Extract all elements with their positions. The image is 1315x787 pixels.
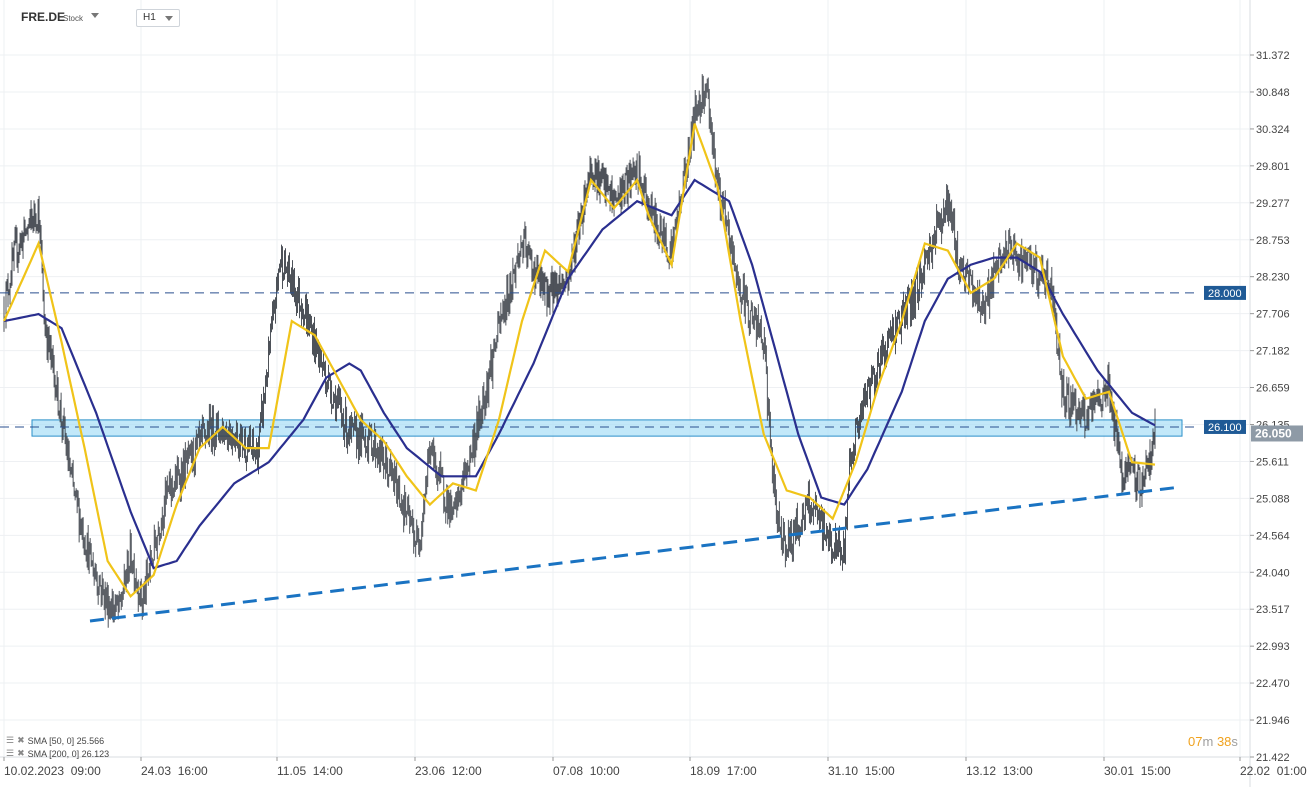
support-zone[interactable] (31, 419, 1183, 437)
y-axis: 31.372 30.848 30.324 29.801 29.277 28.753 28.2… (1249, 0, 1290, 787)
horizontal-levels[interactable] (0, 292, 1200, 428)
trendline[interactable] (89, 485, 1182, 623)
y-tick-label: 27.706 (1256, 309, 1290, 321)
x-axis: 10.02.2023 09:00 24.03 16:00 11.05 14:00 23… (0, 756, 1307, 778)
timeframe-value: H1 (143, 12, 156, 23)
menu-icon[interactable]: ☰ (6, 735, 15, 745)
y-tick-label: 26.659 (1256, 383, 1290, 395)
x-tick-label: 23.06 12:00 (415, 764, 482, 778)
timer-minutes: 07 (1188, 734, 1203, 749)
y-tick-label: 25.611 (1256, 456, 1289, 468)
level-label-bg (1204, 419, 1246, 434)
trendline-group[interactable] (89, 485, 1182, 623)
y-tick-label: 25.088 (1256, 493, 1290, 505)
timer-seconds: 38 (1216, 734, 1232, 749)
y-tick-label: 21.422 (1256, 752, 1290, 764)
candle-timer: 07m 38s (1188, 734, 1238, 749)
timeframe-select[interactable]: H1 (136, 9, 180, 27)
close-icon[interactable]: ✖ (17, 735, 25, 745)
symbol-dropdown-icon[interactable] (91, 13, 99, 18)
level-label: 26.100 (1208, 422, 1242, 434)
chevron-down-icon (165, 16, 173, 21)
x-tick-label: 07.08 10:00 (553, 764, 620, 778)
sma200-line (3, 178, 1156, 570)
x-tick-label: 13.12 13:00 (966, 764, 1033, 778)
x-tick-label: 31.10 15:00 (828, 764, 895, 778)
x-tick-label: 24.03 16:00 (141, 764, 208, 778)
sma-lines (2, 123, 1156, 598)
indicator-label: SMA [50, 0] 25.566 (27, 735, 105, 746)
x-tick-label: 18.09 17:00 (690, 764, 757, 778)
symbol-name[interactable]: FRE.DE (21, 10, 66, 24)
indicator-sma50[interactable]: ☰ ✖ SMA [50, 0] 25.566 (6, 735, 104, 746)
y-tick-label: 28.230 (1256, 272, 1290, 284)
x-tick-label: 11.05 14:00 (277, 764, 343, 778)
instrument-type: Stock (63, 14, 84, 23)
price-labels: 28.000 26.100 26.050 (1204, 285, 1303, 442)
level-label: 28.000 (1208, 288, 1242, 300)
y-tick-label: 29.801 (1256, 161, 1290, 173)
last-price-label-bg (1251, 425, 1303, 442)
x-tick-label: 22.02 01:00 (1240, 764, 1307, 778)
timer-seconds-unit: s (1231, 734, 1238, 749)
x-tick-label: 10.02.2023 09:00 (4, 764, 101, 778)
level-label-bg (1204, 285, 1246, 300)
menu-icon[interactable]: ☰ (6, 748, 15, 758)
y-tick-label: 22.993 (1256, 641, 1290, 653)
indicator-label: SMA [200, 0] 26.123 (27, 748, 110, 759)
last-price-label: 26.050 (1255, 426, 1292, 440)
y-tick-label: 22.470 (1256, 678, 1290, 690)
y-tick-label: 23.517 (1256, 604, 1290, 616)
close-icon[interactable]: ✖ (17, 748, 25, 758)
y-tick-label: 24.564 (1256, 530, 1290, 542)
y-tick-label: 28.753 (1256, 235, 1290, 247)
x-tick-label: 30.01 15:00 (1104, 764, 1171, 778)
y-tick-label: 29.277 (1256, 198, 1290, 210)
indicator-sma200[interactable]: ☰ ✖ SMA [200, 0] 26.123 (6, 748, 109, 759)
y-tick-label: 30.324 (1256, 124, 1290, 136)
timer-minutes-unit: m (1202, 734, 1214, 749)
support-zone-rect[interactable] (31, 419, 1183, 437)
sma50-line (2, 123, 1156, 598)
y-tick-label: 21.946 (1256, 715, 1290, 727)
y-tick-label: 27.182 (1256, 346, 1290, 358)
y-tick-label: 31.372 (1256, 50, 1290, 62)
y-tick-label: 30.848 (1256, 87, 1290, 99)
y-tick-label: 24.040 (1256, 567, 1290, 579)
